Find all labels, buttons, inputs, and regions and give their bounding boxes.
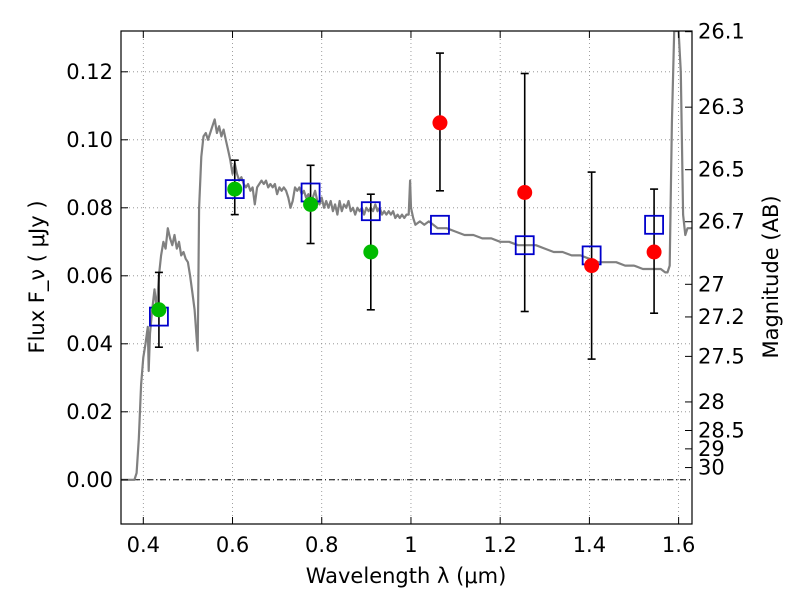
ticks: 0.4 0.6 0.8 1 1.2 1.4 1.6 0.00 0.02 0.04 0.06 0.08 0… [66,20,745,557]
y-tick-label: 0.02 [66,400,113,424]
data-layer [121,31,692,481]
model-photometry-square [430,214,450,235]
mag-tick-label: 28 [698,390,725,414]
x-tick-label: 0.6 [216,533,249,557]
y-tick-label: 0.00 [66,468,113,492]
mag-tick-label: 26.7 [698,210,745,234]
mag-tick-label: 26.1 [698,20,745,44]
upper-limit-point [646,244,662,260]
x-tick-label: 1.2 [483,533,516,557]
upper-limit-point [432,115,448,131]
y-axis-label: Flux F_ν ( μJy ) [25,200,50,353]
mag-tick-label: 27.5 [698,344,745,368]
x-tick-label: 0.4 [127,533,160,557]
detection-point [151,302,167,318]
model-photometry-square [360,201,381,222]
x-tick-label: 1.6 [662,533,695,557]
plot-frame [120,30,693,525]
mag-tick-label: 28.5 [698,419,745,443]
mag-tick-label: 26.3 [698,95,745,119]
x-tick-label: 1 [404,533,417,557]
mag-tick-label: 27.2 [698,305,745,329]
y-tick-label: 0.12 [66,60,113,84]
right-axis-label: Magnitude (AB) [759,195,783,358]
y-tick-label: 0.04 [66,332,113,356]
mag-tick-label: 30 [698,456,725,480]
y-tick-label: 0.08 [66,196,113,220]
upper-limit-point [517,185,533,200]
y-tick-label: 0.06 [66,264,113,288]
detection-point [227,181,243,197]
mag-tick-label: 29 [698,437,725,461]
upper-limit-point [584,258,600,274]
model-spectrum-line [121,31,692,481]
x-tick-label: 0.8 [305,533,338,557]
model-photometry-square [224,179,245,200]
detection-point [363,244,379,260]
mag-tick-label: 26.5 [698,158,745,182]
x-tick-label: 1.4 [573,533,606,557]
detection-point [303,196,319,212]
grid [121,31,692,524]
mag-tick-label: 27 [698,272,725,296]
x-axis-label: Wavelength λ (μm) [306,564,507,588]
model-photometry-square [644,214,664,235]
y-tick-label: 0.10 [66,128,113,152]
model-photometry-square [514,235,535,256]
